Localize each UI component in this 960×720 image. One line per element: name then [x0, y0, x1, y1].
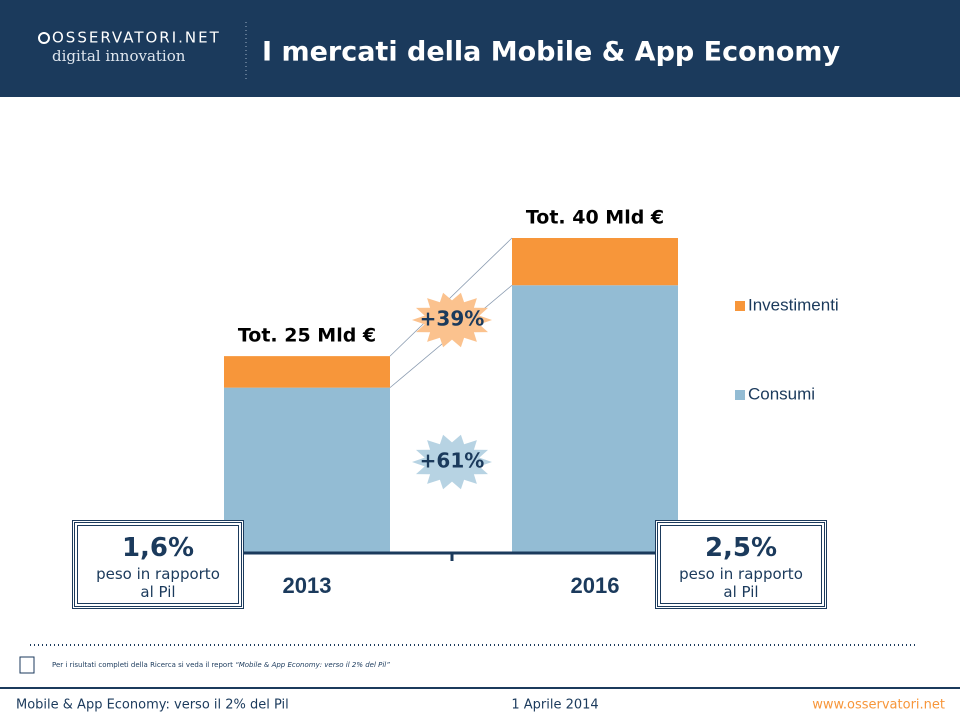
footnote-report: “Mobile & App Economy: verso il 2% del P…: [235, 661, 390, 669]
footer-date: 1 Aprile 2014: [511, 698, 598, 713]
bar-segment: [224, 356, 390, 388]
note-share: 2,5%: [704, 533, 778, 563]
footnote-icon: [19, 656, 35, 674]
connector: [389, 237, 513, 357]
slide-title: I mercati della Mobile & App Economy: [262, 37, 841, 68]
x-tick-label: 2013: [283, 573, 332, 598]
note-box: 2,5% peso in rapporto al Pil: [655, 520, 827, 609]
bar-segment: [224, 387, 390, 553]
logo-tagline: digital innovation: [52, 47, 186, 65]
footer-site: www.osservatori.net: [812, 698, 945, 713]
footnote: Per i risultati completi della Ricerca s…: [52, 661, 390, 669]
legend-swatch: [735, 390, 745, 400]
note-box: 1,6% peso in rapporto al Pil: [72, 520, 244, 609]
growth-label: +39%: [420, 307, 485, 331]
total-label: Tot. 40 Mld €: [526, 207, 664, 229]
starburst: [412, 292, 492, 348]
x-tick-label: 2016: [571, 573, 620, 598]
bar-segment: [512, 238, 678, 286]
note-caption: peso in rapporto al Pil: [96, 565, 220, 601]
bar-segment: [512, 285, 678, 553]
starburst: [412, 434, 492, 490]
legend-label: Investimenti: [748, 295, 839, 314]
total-label: Tot. 25 Mld €: [238, 325, 376, 347]
logo-icon: [38, 32, 50, 44]
growth-label: +61%: [420, 449, 485, 473]
legend-label: Consumi: [748, 384, 815, 403]
header-bar: [0, 0, 960, 97]
note-share: 1,6%: [121, 533, 195, 563]
logo-name: OSSERVATORI.NET: [52, 29, 221, 47]
legend-swatch: [735, 301, 745, 311]
note-caption: peso in rapporto al Pil: [679, 565, 803, 601]
footer-left: Mobile & App Economy: verso il 2% del Pi…: [16, 698, 289, 713]
footnote-text: Per i risultati completi della Ricerca s…: [52, 661, 233, 669]
